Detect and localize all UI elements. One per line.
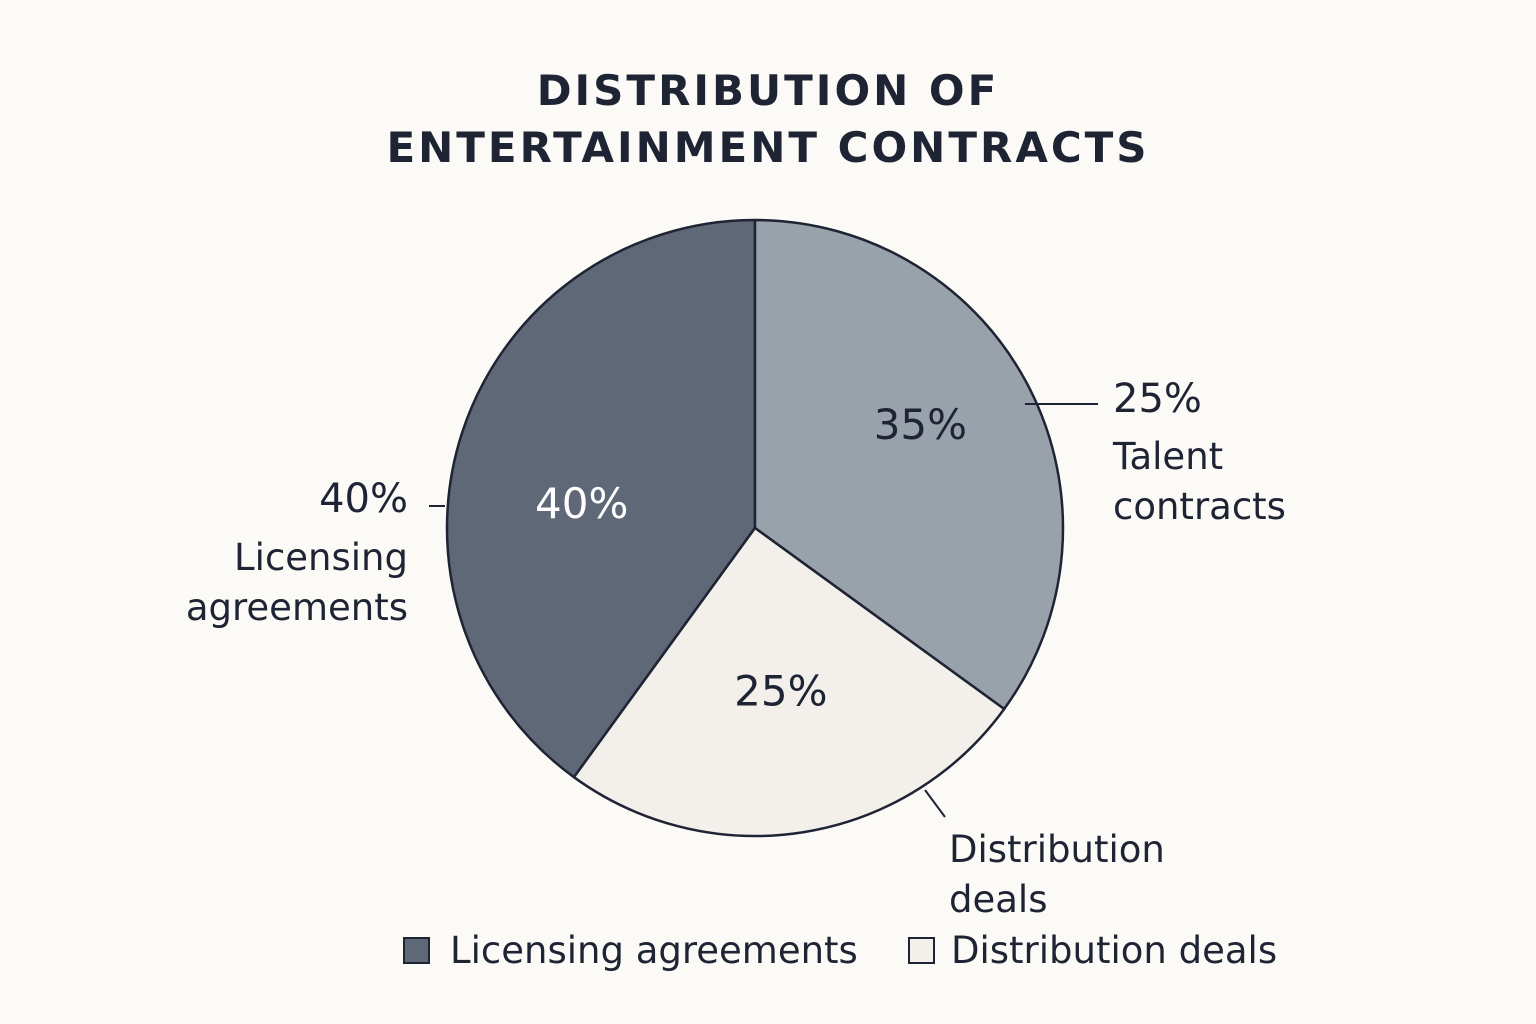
outer-label-licensing-agreements-line-2: agreements <box>186 586 408 629</box>
inner-label-talent-contracts: 35% <box>874 400 967 449</box>
legend-swatch-licensing-agreements <box>403 936 430 964</box>
outer-label-licensing-agreements-line-1: Licensing <box>234 536 408 579</box>
outer-value-label-talent-contracts: 25% <box>1113 376 1202 422</box>
legend-item-licensing-agreements: Licensing agreements <box>403 926 858 974</box>
outer-label-talent-contracts-line-2: contracts <box>1113 485 1286 528</box>
legend-swatch-distribution-deals <box>908 936 935 964</box>
outer-label-distribution-deals-line-2: deals <box>949 878 1047 921</box>
pie-slice-distribution-deals <box>572 526 1006 838</box>
legend-label-licensing-agreements: Licensing agreements <box>450 928 858 972</box>
legend-item-distribution-deals: Distribution deals <box>908 926 1277 974</box>
chart-title-line-2: ENTERTAINMENT CONTRACTS <box>386 123 1150 172</box>
leader-line-distribution-deals <box>924 789 946 818</box>
legend-label-distribution-deals: Distribution deals <box>951 928 1278 972</box>
outer-label-distribution-deals-line-1: Distribution <box>949 828 1165 871</box>
outer-value-label-licensing-agreements: 40% <box>319 476 408 522</box>
inner-label-licensing-agreements: 40% <box>535 479 628 528</box>
chart-title-line-1: DISTRIBUTION OF <box>536 66 1000 115</box>
chart-legend: Licensing agreements Distribution deals <box>0 926 1536 974</box>
pie-slice-talent-contracts <box>753 218 1065 711</box>
outer-label-talent-contracts-line-1: Talent <box>1112 435 1223 478</box>
inner-label-distribution-deals: 25% <box>734 666 827 715</box>
pie-slice-licensing-agreements <box>445 218 757 779</box>
